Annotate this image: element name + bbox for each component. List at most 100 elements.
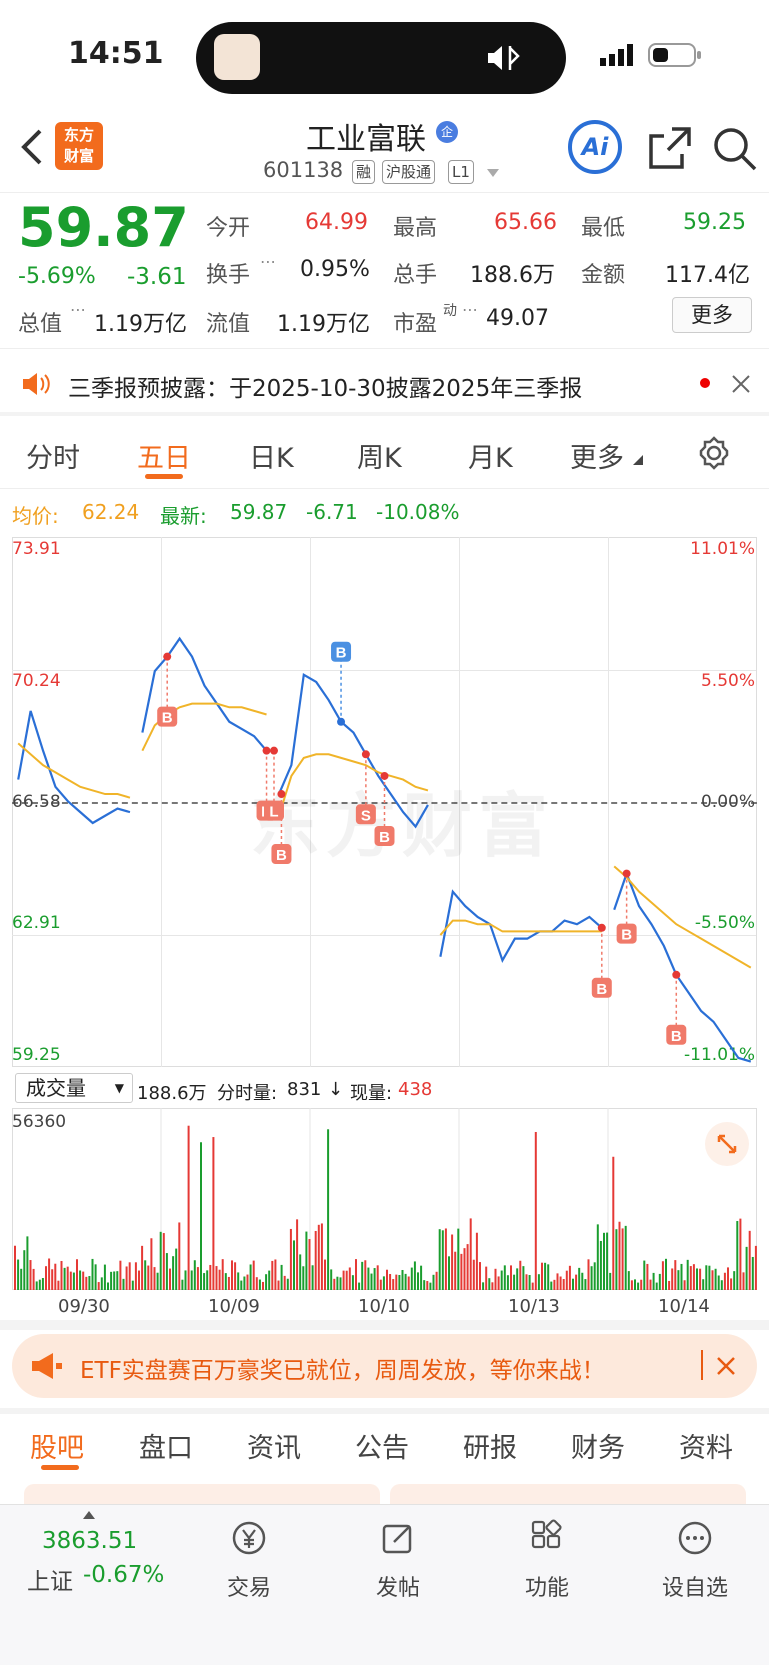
volume-bar [702, 1279, 705, 1290]
back-icon[interactable] [18, 128, 44, 166]
subtab-guba[interactable]: 股吧 [30, 1433, 84, 1464]
volume-bar [469, 1218, 472, 1290]
subtab-pankou[interactable]: 盘口 [139, 1433, 193, 1464]
volume-bar [733, 1271, 736, 1290]
tab-zhouk[interactable]: 周K [357, 443, 402, 474]
volume-bar [513, 1274, 516, 1290]
volume-bar [429, 1282, 432, 1290]
nav-watchlist[interactable]: 设自选 [645, 1518, 745, 1601]
settings-icon[interactable] [697, 436, 731, 470]
info-icon[interactable]: ⋯ [70, 300, 86, 319]
subtab-gonggao[interactable]: 公告 [355, 1433, 409, 1464]
index-value[interactable]: 3863.51 [42, 1528, 138, 1554]
trade-marker-box[interactable] [666, 1024, 687, 1045]
info-icon[interactable]: ⋯ [462, 300, 478, 319]
volume-bar [500, 1270, 503, 1290]
nav-trade[interactable]: 交易 [199, 1518, 299, 1601]
nav-trade-label: 交易 [226, 1576, 271, 1601]
tab-more[interactable]: 更多 [570, 443, 624, 474]
volume-bar [553, 1279, 556, 1290]
down-arrow-icon: ↓ [328, 1079, 344, 1100]
volume-bar [646, 1263, 649, 1290]
trade-marker-box[interactable] [355, 804, 376, 825]
nav-post[interactable]: 发帖 [348, 1518, 448, 1601]
subtab-zixun[interactable]: 资讯 [247, 1433, 301, 1464]
xian-label: 现量: [350, 1083, 393, 1104]
volume-bar [317, 1224, 320, 1290]
x-tick: 10/13 [508, 1296, 560, 1317]
volume-bar [243, 1276, 246, 1290]
battery-icon [648, 43, 701, 67]
close-icon[interactable] [731, 374, 751, 394]
volume-bar [122, 1278, 125, 1290]
trade-marker-box[interactable] [271, 844, 292, 865]
index-name[interactable]: 上证 [27, 1569, 73, 1595]
tab-wuri[interactable]: 五日 [137, 443, 191, 474]
volume-bar [324, 1259, 326, 1290]
trade-marker-box[interactable] [331, 641, 352, 662]
volume-bar [85, 1276, 88, 1290]
volume-bar [395, 1274, 398, 1290]
trade-marker-box[interactable] [616, 923, 637, 944]
avg-price-line [439, 919, 602, 936]
subtab-ziliao[interactable]: 资料 [679, 1433, 733, 1464]
tab-yuek[interactable]: 月K [468, 443, 513, 474]
volume-bar [373, 1268, 376, 1290]
volume-bar [231, 1260, 233, 1290]
volume-bar [333, 1278, 336, 1290]
index-pct[interactable]: -0.67% [83, 1562, 165, 1588]
volume-bar [506, 1275, 509, 1290]
volume-selector[interactable]: 成交量 ▼ [15, 1073, 133, 1103]
subtab-yanbao[interactable]: 研报 [463, 1433, 517, 1464]
volume-bar [454, 1251, 457, 1290]
float-value: 1.19万亿 [277, 312, 370, 337]
volume-bar [652, 1272, 655, 1290]
nav-function[interactable]: 功能 [497, 1518, 597, 1601]
subtab-caiwu[interactable]: 财务 [571, 1433, 625, 1464]
notice-text[interactable]: 三季报预披露：于2025-10-30披露2025年三季报 [68, 376, 583, 402]
y-tick-left: 59.25 [12, 1045, 61, 1065]
trade-marker-box[interactable] [591, 977, 612, 998]
volume-bar [708, 1265, 711, 1290]
banner-text[interactable]: ETF实盘赛百万豪奖已就位，周周发放，等你来战！ [80, 1358, 605, 1384]
dropdown-icon[interactable] [486, 168, 500, 178]
trade-marker-box[interactable] [157, 706, 178, 727]
trade-marker-box[interactable] [374, 825, 395, 846]
trade-marker-dot [269, 746, 278, 755]
trade-marker-label: S [361, 807, 371, 824]
active-tab-indicator [145, 474, 183, 479]
price-lines: BBLBBSBBBB [17, 636, 752, 1063]
volume-bar [107, 1282, 109, 1290]
fullscreen-button[interactable] [705, 1122, 749, 1166]
volume-bar [404, 1273, 407, 1290]
volume-bar [683, 1280, 686, 1290]
enterprise-badge: 企 [436, 121, 458, 143]
volume-bar [590, 1266, 593, 1290]
volume-bar [479, 1262, 481, 1290]
volume-bar [196, 1267, 199, 1290]
tab-fenshi[interactable]: 分时 [26, 443, 80, 474]
volume-bar [537, 1274, 540, 1290]
info-icon[interactable]: ⋯ [260, 252, 276, 271]
mcap-value: 1.19万亿 [94, 312, 187, 337]
volume-bar [736, 1221, 739, 1290]
trade-marker-box[interactable] [263, 800, 284, 821]
volume-bar [407, 1276, 410, 1290]
logo-text-2: 财富 [63, 147, 94, 165]
promo-banner[interactable] [12, 1334, 757, 1398]
y-tick-right: 0.00% [700, 792, 755, 812]
volume-bar [376, 1265, 379, 1290]
share-icon[interactable] [648, 126, 692, 170]
tab-rik[interactable]: 日K [249, 443, 294, 474]
search-icon[interactable] [712, 126, 758, 172]
close-icon[interactable] [716, 1356, 736, 1376]
volume-bar [51, 1269, 54, 1290]
volume-total: 188.6万 [137, 1083, 207, 1104]
nav-function-label: 功能 [524, 1576, 569, 1601]
more-button[interactable]: 更多 [672, 297, 752, 333]
ai-button[interactable]: Ai [568, 120, 622, 174]
x-tick: 09/30 [58, 1296, 110, 1317]
volume-bar [57, 1280, 60, 1290]
volume-bar [587, 1259, 590, 1290]
volume-bar [234, 1262, 237, 1290]
